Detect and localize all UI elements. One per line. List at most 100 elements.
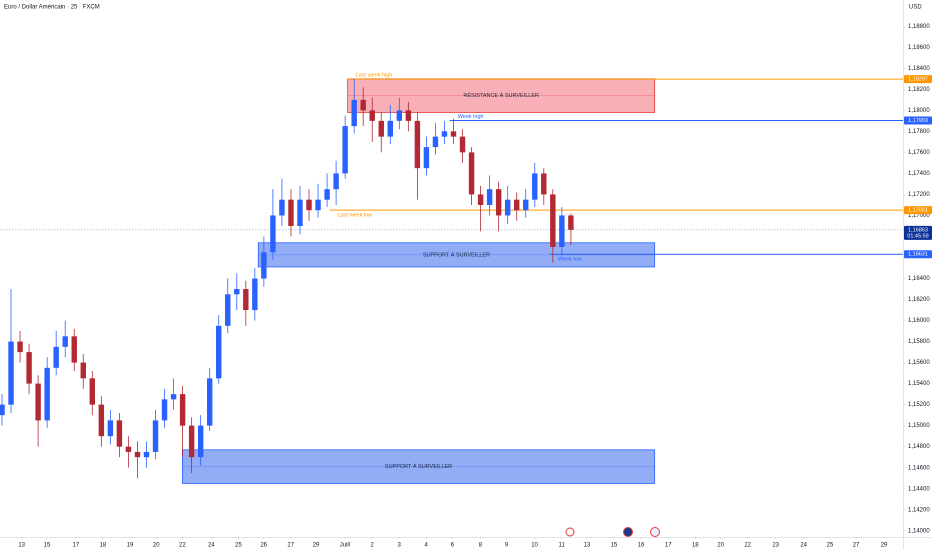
event-icon[interactable] bbox=[565, 527, 575, 537]
x-tick-label: Juill bbox=[340, 543, 350, 549]
event-icon[interactable] bbox=[623, 527, 633, 537]
x-tick-label: 2 bbox=[370, 543, 374, 549]
candle-body bbox=[468, 152, 475, 195]
candle-body bbox=[477, 194, 484, 205]
candle-body bbox=[523, 199, 529, 211]
last-price-badge bbox=[904, 225, 932, 240]
candle-body bbox=[324, 189, 330, 200]
countdown-label: 01:45:59 bbox=[907, 233, 928, 239]
candle-body bbox=[432, 136, 439, 148]
candle-body bbox=[26, 352, 32, 384]
chart-title: Euro / Dollar Américain · 25 · FXCM bbox=[4, 5, 100, 11]
y-tick-label: 1,15200 bbox=[908, 402, 930, 408]
level-badge bbox=[904, 116, 932, 125]
y-tick-label: 1,16200 bbox=[908, 297, 930, 303]
candle-body bbox=[225, 294, 231, 326]
candle-body bbox=[541, 173, 547, 195]
x-tick-label: 29 bbox=[881, 543, 888, 549]
x-tick-label: 27 bbox=[853, 543, 860, 549]
candle-body bbox=[71, 336, 77, 363]
x-tick-label: 22 bbox=[179, 543, 186, 549]
x-tick-label: 27 bbox=[287, 543, 294, 549]
candle-body bbox=[17, 341, 23, 353]
candle-body bbox=[0, 404, 5, 416]
y-tick-label: 1,18400 bbox=[908, 66, 930, 72]
event-icons[interactable] bbox=[565, 527, 660, 537]
y-tick-label: 1,14200 bbox=[908, 507, 930, 513]
x-tick-label: 11 bbox=[559, 543, 566, 549]
candle-body bbox=[170, 394, 177, 400]
candle-body bbox=[179, 394, 186, 426]
event-icon[interactable] bbox=[650, 527, 660, 537]
x-tick-label: 24 bbox=[208, 543, 215, 549]
x-tick-label: 3 bbox=[397, 543, 401, 549]
candle-body bbox=[532, 173, 538, 200]
level-badge-label: 1,17051 bbox=[908, 208, 928, 214]
y-tick-label: 1,15000 bbox=[908, 423, 930, 429]
candle-body bbox=[44, 367, 50, 421]
level-name: Week high bbox=[458, 114, 484, 120]
candle-body bbox=[333, 173, 339, 190]
candle-body bbox=[396, 110, 403, 121]
y-tick-label: 1,18800 bbox=[908, 24, 930, 30]
x-tick-label: 9 bbox=[505, 543, 509, 549]
candle-body bbox=[495, 189, 502, 216]
y-tick-label: 1,14600 bbox=[908, 465, 930, 471]
x-tick-label: 6 bbox=[451, 543, 455, 549]
y-tick-label: 1,14800 bbox=[908, 444, 930, 450]
candle-body bbox=[369, 110, 375, 121]
candle-body bbox=[568, 215, 574, 230]
x-tick-label: 23 bbox=[772, 543, 779, 549]
y-tick-label: 1,15800 bbox=[908, 339, 930, 345]
candle-body bbox=[134, 451, 141, 458]
candle-body bbox=[486, 189, 493, 205]
candle-body bbox=[53, 346, 59, 368]
candle-body bbox=[188, 425, 195, 458]
y-tick-label: 1,14000 bbox=[908, 528, 930, 534]
candle-body bbox=[270, 215, 276, 253]
x-tick-label: 29 bbox=[313, 543, 320, 549]
candle-body bbox=[125, 446, 132, 452]
candle-body bbox=[306, 199, 312, 211]
candle-body bbox=[360, 99, 366, 111]
x-tick-label: 24 bbox=[800, 543, 807, 549]
candle-body bbox=[89, 378, 96, 405]
y-tick-label: 1,18600 bbox=[908, 45, 930, 51]
candle-body bbox=[297, 199, 303, 226]
candle-body bbox=[378, 120, 384, 137]
candle-body bbox=[243, 289, 249, 311]
x-tick-label: 8 bbox=[479, 543, 483, 549]
candle-body bbox=[35, 383, 41, 421]
y-tick-label: 1,15600 bbox=[908, 360, 930, 366]
x-tick-label: 25 bbox=[235, 543, 242, 549]
candle-body bbox=[387, 120, 393, 137]
candle-body bbox=[216, 325, 222, 379]
x-tick-label: 25 bbox=[827, 543, 834, 549]
y-tick-label: 1,18200 bbox=[908, 87, 930, 93]
candle-body bbox=[423, 147, 430, 169]
zone-label: SUPPORT À SURVEILLER bbox=[385, 463, 452, 470]
x-tick-label: 15 bbox=[44, 543, 51, 549]
y-tick-label: 1,16400 bbox=[908, 276, 930, 282]
x-tick-label: 18 bbox=[692, 543, 699, 549]
x-tick-label: 15 bbox=[611, 543, 618, 549]
zones: RÉSISTANCE À SURVEILLER SUPPORT À SURVEIL… bbox=[182, 78, 656, 484]
x-tick-label: 19 bbox=[127, 543, 134, 549]
candle-body bbox=[143, 451, 150, 458]
candle-body bbox=[441, 131, 448, 137]
candle-body bbox=[315, 199, 321, 211]
candle-body bbox=[450, 131, 457, 137]
candle-body bbox=[107, 420, 114, 437]
candle-body bbox=[504, 199, 511, 216]
candle-body bbox=[351, 99, 357, 127]
y-tick-label: 1,16000 bbox=[908, 318, 930, 324]
candles bbox=[0, 78, 574, 479]
candle-body bbox=[161, 399, 168, 421]
level-name: Last week low bbox=[338, 213, 373, 219]
level-badge bbox=[904, 206, 932, 215]
x-tick-label: 22 bbox=[744, 543, 751, 549]
x-tick-label: 4 bbox=[425, 543, 429, 549]
x-tick-label: 20 bbox=[153, 543, 160, 549]
candle-body bbox=[405, 110, 412, 121]
